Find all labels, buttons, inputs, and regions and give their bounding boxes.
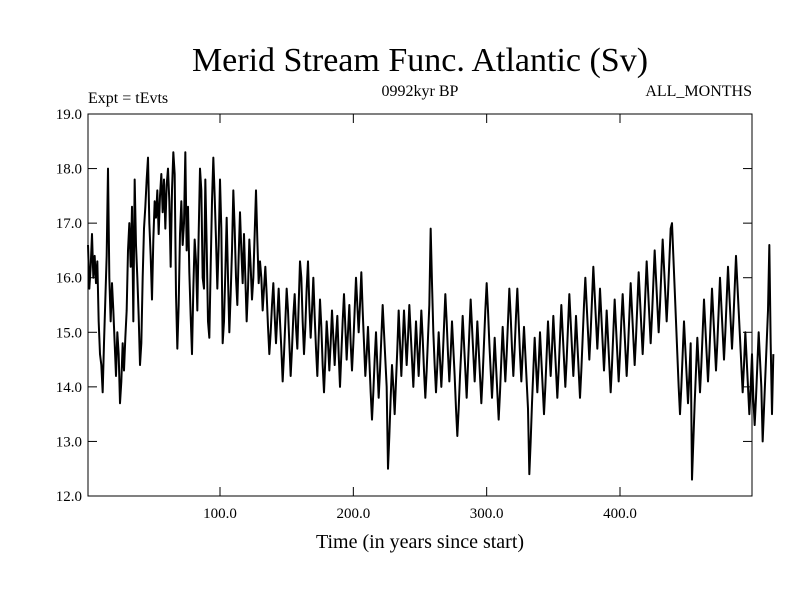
chart-subtitle-left: Expt = tEvts bbox=[88, 90, 168, 107]
x-axis: 100.0 200.0 300.0 400.0 bbox=[203, 114, 637, 522]
x-tick-label: 200.0 bbox=[336, 506, 370, 522]
chart-subtitle-right: ALL_MONTHS bbox=[645, 83, 752, 100]
y-tick-label: 19.0 bbox=[56, 107, 82, 123]
chart-subtitle-center: 0992kyr BP bbox=[382, 83, 459, 100]
y-tick-label: 17.0 bbox=[56, 216, 82, 232]
x-tick-label: 100.0 bbox=[203, 506, 237, 522]
y-axis: 12.0 13.0 14.0 15.0 16.0 17.0 18.0 19.0 bbox=[56, 107, 752, 505]
x-tick-label: 400.0 bbox=[603, 506, 637, 522]
x-tick-label: 300.0 bbox=[470, 506, 504, 522]
y-tick-label: 18.0 bbox=[56, 162, 82, 178]
y-tick-label: 12.0 bbox=[56, 489, 82, 505]
y-tick-label: 15.0 bbox=[56, 325, 82, 341]
y-tick-label: 13.0 bbox=[56, 434, 82, 450]
y-tick-label: 14.0 bbox=[56, 380, 82, 396]
series-line bbox=[87, 151, 775, 481]
plot-frame bbox=[87, 113, 753, 497]
x-axis-label: Time (in years since start) bbox=[316, 531, 524, 553]
chart-title: Merid Stream Func. Atlantic (Sv) bbox=[192, 42, 648, 79]
y-tick-label: 16.0 bbox=[56, 271, 82, 287]
